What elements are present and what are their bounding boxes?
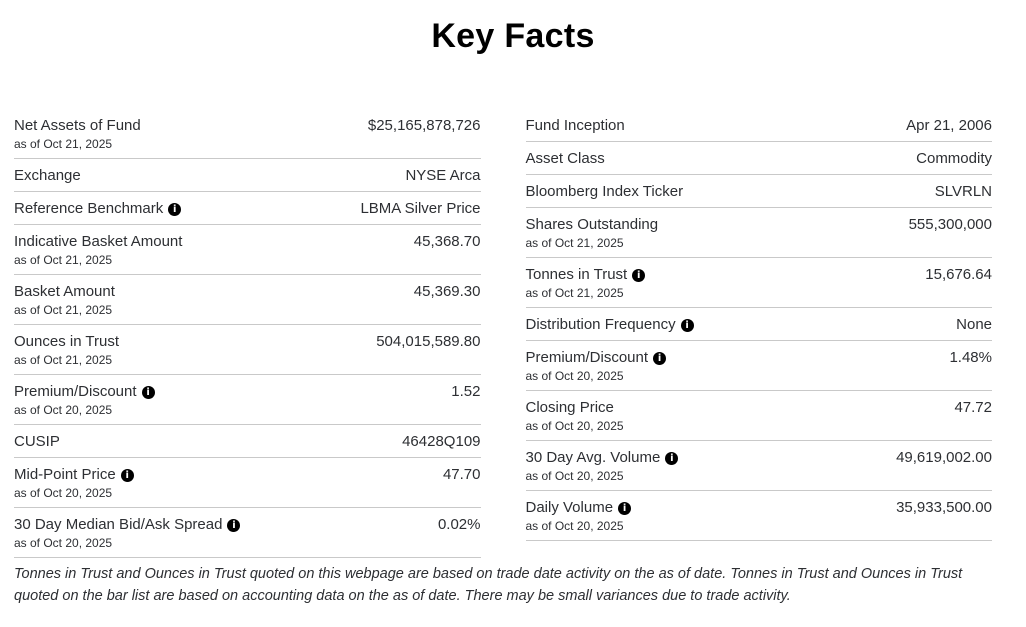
key-fact-row: Closing Price as of Oct 20, 2025 47.72 bbox=[525, 391, 992, 441]
info-icon[interactable]: i bbox=[653, 352, 667, 365]
key-facts-column-right: Fund Inception Apr 21, 2006 Asset Class … bbox=[525, 109, 992, 558]
fact-value: 1.52 bbox=[451, 383, 481, 400]
fact-label: Daily Volume bbox=[525, 499, 614, 516]
key-fact-row: Net Assets of Fund as of Oct 21, 2025 $2… bbox=[14, 109, 481, 159]
key-facts-table: Net Assets of Fund as of Oct 21, 2025 $2… bbox=[14, 109, 992, 558]
fact-label: Asset Class bbox=[525, 150, 605, 167]
key-fact-row: Bloomberg Index Ticker SLVRLN bbox=[525, 175, 992, 208]
fact-as-of-date: as of Oct 21, 2025 bbox=[14, 253, 113, 267]
fact-label: Distribution Frequency bbox=[525, 316, 676, 333]
fact-value: Commodity bbox=[916, 150, 992, 167]
fact-as-of-date: as of Oct 21, 2025 bbox=[14, 303, 113, 317]
fact-label: Reference Benchmark bbox=[14, 200, 164, 217]
key-fact-row: Basket Amount as of Oct 21, 2025 45,369.… bbox=[14, 275, 481, 325]
fact-value: NYSE Arca bbox=[405, 167, 481, 184]
fact-label: Net Assets of Fund bbox=[14, 117, 141, 134]
key-facts-column-left: Net Assets of Fund as of Oct 21, 2025 $2… bbox=[14, 109, 481, 558]
fact-value: 0.02% bbox=[437, 516, 481, 533]
fact-as-of-date: as of Oct 20, 2025 bbox=[14, 486, 113, 500]
fact-value: SLVRLN bbox=[934, 183, 992, 200]
fact-label: Exchange bbox=[14, 167, 81, 184]
key-fact-row: Exchange NYSE Arca bbox=[14, 159, 481, 192]
key-fact-row: Shares Outstanding as of Oct 21, 2025 55… bbox=[525, 208, 992, 258]
fact-label: Ounces in Trust bbox=[14, 333, 120, 350]
fact-label: Indicative Basket Amount bbox=[14, 233, 183, 250]
fact-as-of-date: as of Oct 21, 2025 bbox=[525, 286, 624, 300]
fact-label: 30 Day Median Bid/Ask Spread bbox=[14, 516, 223, 533]
key-fact-row: Asset Class Commodity bbox=[525, 142, 992, 175]
key-fact-row: CUSIP 46428Q109 bbox=[14, 425, 481, 458]
fact-value: 504,015,589.80 bbox=[376, 333, 481, 350]
key-fact-row: Ounces in Trust as of Oct 21, 2025 504,0… bbox=[14, 325, 481, 375]
fact-value: 15,676.64 bbox=[925, 266, 992, 283]
info-icon[interactable]: i bbox=[632, 269, 646, 282]
info-icon[interactable]: i bbox=[168, 203, 182, 216]
info-icon[interactable]: i bbox=[141, 386, 155, 399]
info-icon[interactable]: i bbox=[665, 452, 679, 465]
fact-label: Mid-Point Price bbox=[14, 466, 116, 483]
fact-value: 49,619,002.00 bbox=[896, 449, 992, 466]
key-fact-row: Distribution Frequency i None bbox=[525, 308, 992, 341]
info-icon[interactable]: i bbox=[120, 469, 134, 482]
key-fact-row: Daily Volume i as of Oct 20, 2025 35,933,… bbox=[525, 491, 992, 541]
key-fact-row: Reference Benchmark i LBMA Silver Price bbox=[14, 192, 481, 225]
fact-value: 555,300,000 bbox=[908, 216, 992, 233]
fact-as-of-date: as of Oct 21, 2025 bbox=[14, 353, 113, 367]
fact-label: Bloomberg Index Ticker bbox=[525, 183, 684, 200]
fact-as-of-date: as of Oct 20, 2025 bbox=[525, 419, 624, 433]
tonnes-ounces-disclaimer: Tonnes in Trust and Ounces in Trust quot… bbox=[14, 566, 963, 604]
key-fact-row: Tonnes in Trust i as of Oct 21, 2025 15,6… bbox=[525, 258, 992, 308]
fact-label: CUSIP bbox=[14, 433, 60, 450]
fact-label: 30 Day Avg. Volume bbox=[525, 449, 661, 466]
key-fact-row: Premium/Discount i as of Oct 20, 2025 1.4… bbox=[525, 341, 992, 391]
fact-value: 1.48% bbox=[949, 349, 992, 366]
fact-as-of-date: as of Oct 20, 2025 bbox=[525, 519, 624, 533]
fact-value: 46428Q109 bbox=[402, 433, 481, 450]
fact-value: 35,933,500.00 bbox=[896, 499, 992, 516]
fact-label: Tonnes in Trust bbox=[525, 266, 628, 283]
fact-value: 45,369.30 bbox=[413, 283, 481, 300]
info-icon[interactable]: i bbox=[618, 502, 632, 515]
key-fact-row: Fund Inception Apr 21, 2006 bbox=[525, 109, 992, 142]
fact-value: Apr 21, 2006 bbox=[906, 117, 992, 134]
fact-as-of-date: as of Oct 20, 2025 bbox=[525, 369, 624, 383]
fact-as-of-date: as of Oct 21, 2025 bbox=[14, 137, 113, 151]
fact-value: 47.72 bbox=[954, 399, 992, 416]
fact-as-of-date: as of Oct 20, 2025 bbox=[14, 403, 113, 417]
key-fact-row: 30 Day Median Bid/Ask Spread i as of Oct … bbox=[14, 508, 481, 558]
fact-as-of-date: as of Oct 21, 2025 bbox=[525, 236, 624, 250]
fact-as-of-date: as of Oct 20, 2025 bbox=[14, 536, 113, 550]
key-fact-row: Indicative Basket Amount as of Oct 21, 2… bbox=[14, 225, 481, 275]
fact-value: 47.70 bbox=[442, 466, 481, 483]
fact-as-of-date: as of Oct 20, 2025 bbox=[525, 469, 624, 483]
fact-value: LBMA Silver Price bbox=[360, 200, 481, 217]
fact-value: 45,368.70 bbox=[413, 233, 481, 250]
fact-label: Shares Outstanding bbox=[525, 216, 659, 233]
fact-value: None bbox=[956, 316, 992, 333]
fact-label: Closing Price bbox=[525, 399, 614, 416]
key-fact-row: Mid-Point Price i as of Oct 20, 2025 47.7… bbox=[14, 458, 481, 508]
fact-label: Basket Amount bbox=[14, 283, 115, 300]
key-fact-row: 30 Day Avg. Volume i as of Oct 20, 2025 4… bbox=[525, 441, 992, 491]
info-icon[interactable]: i bbox=[680, 319, 694, 332]
fact-label: Fund Inception bbox=[525, 117, 625, 134]
info-icon[interactable]: i bbox=[227, 519, 241, 532]
key-fact-row: Premium/Discount i as of Oct 20, 2025 1.5… bbox=[14, 375, 481, 425]
fact-value: $25,165,878,726 bbox=[367, 117, 481, 134]
fact-label: Premium/Discount bbox=[14, 383, 137, 400]
page-title: Key Facts bbox=[431, 17, 595, 55]
fact-label: Premium/Discount bbox=[525, 349, 649, 366]
